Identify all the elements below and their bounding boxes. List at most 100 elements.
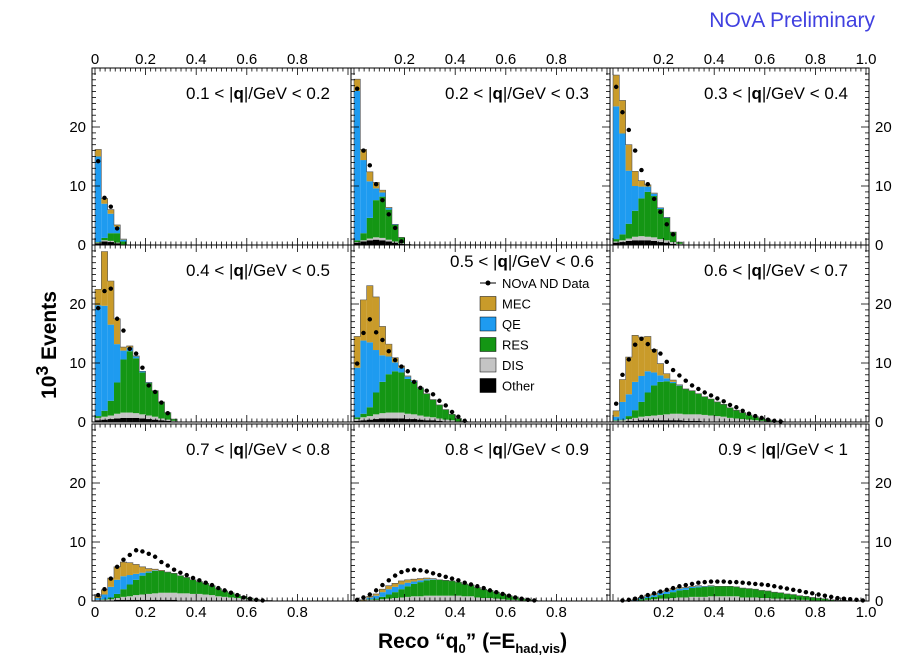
y-tick-label: 0 <box>875 237 883 254</box>
bar-dis <box>379 237 386 241</box>
data-point <box>613 84 619 90</box>
bar-qe <box>669 381 677 384</box>
bar-dis <box>796 599 803 601</box>
x-tick-label: 0.8 <box>546 604 567 621</box>
bar-res <box>410 381 418 415</box>
data-point <box>159 559 164 565</box>
data-point <box>102 288 107 294</box>
bar-dis <box>410 414 418 420</box>
bar-res <box>391 592 399 599</box>
data-point <box>468 582 474 587</box>
bar-res <box>752 416 759 421</box>
bar-dis <box>695 596 702 601</box>
bar-res <box>164 572 171 593</box>
x-tick-label: 0.6 <box>495 604 516 621</box>
bar-mec <box>101 251 108 306</box>
bar-res <box>398 589 405 598</box>
bar-res <box>417 582 424 597</box>
bar-dis <box>429 417 437 421</box>
bar-res <box>151 390 159 417</box>
x-tick-label: 0.6 <box>236 604 257 621</box>
bar-qe <box>120 350 127 360</box>
data-point <box>475 584 480 589</box>
legend-data-marker <box>485 280 491 286</box>
y-axis-title: 103 Events <box>32 291 61 399</box>
bar-res <box>158 401 165 419</box>
panel-7: 0 10 20 0 0.2 0.4 0.6 0.8 0.7 < |q|/GeV < 0.8 <box>69 423 352 621</box>
bar-dis <box>107 240 114 243</box>
bar-dis <box>739 597 746 601</box>
data-point <box>235 592 240 598</box>
data-point <box>114 316 120 321</box>
bar-dis <box>95 242 102 244</box>
bar-dis <box>398 412 405 419</box>
bar-other <box>657 420 664 422</box>
bar-dis <box>215 596 222 601</box>
bar-dis <box>676 243 683 245</box>
bar-res <box>493 592 500 599</box>
data-point <box>95 305 101 311</box>
data-point <box>860 598 866 603</box>
bar-dis <box>189 593 197 601</box>
data-point <box>152 554 158 559</box>
bar-dis <box>650 415 658 421</box>
bar-res <box>442 409 449 420</box>
bar-qe <box>619 401 626 420</box>
bar-mec <box>101 589 108 595</box>
bar-dis <box>385 412 392 419</box>
bar-res <box>379 381 386 414</box>
x-tick-label: 0.2 <box>394 51 415 68</box>
data-point <box>146 551 151 556</box>
bar-qe <box>676 588 683 591</box>
bar-res <box>657 209 664 240</box>
bar-res <box>707 586 715 597</box>
bar-res <box>631 410 639 418</box>
x-tick-label: 0.4 <box>186 51 207 68</box>
data-point <box>171 567 177 572</box>
bar-dis <box>790 599 797 601</box>
data-point <box>651 591 657 596</box>
bar-other <box>95 420 102 422</box>
bar-res <box>366 407 373 417</box>
data-point <box>399 239 404 244</box>
bar-res <box>474 587 481 598</box>
bar-res <box>676 590 683 598</box>
data-point <box>102 587 107 592</box>
bar-qe <box>423 579 430 581</box>
bar-res <box>644 392 651 417</box>
bar-dis <box>714 416 721 422</box>
data-point <box>519 596 524 601</box>
data-point <box>620 110 625 115</box>
data-point <box>367 592 373 597</box>
bar-other <box>132 417 140 422</box>
stack-outline <box>353 285 469 422</box>
legend-label: NOvA ND Data <box>502 276 590 291</box>
bar-res <box>638 401 645 417</box>
data-point <box>772 584 777 589</box>
bar-res <box>619 419 626 421</box>
bar-mec <box>366 285 373 343</box>
data-point <box>481 585 486 591</box>
bar-res <box>354 240 361 243</box>
bar-res <box>120 241 127 245</box>
bar-res <box>139 372 146 415</box>
bar-qe <box>145 571 152 573</box>
x-tick-label: 1.0 <box>856 51 877 68</box>
bar-mec <box>354 336 361 368</box>
bar-other <box>669 243 677 245</box>
bar-other <box>379 418 386 422</box>
bar-res <box>170 419 178 421</box>
bar-dis <box>802 599 810 601</box>
bar-dis <box>202 594 209 601</box>
bar-qe <box>391 586 399 593</box>
bar-res <box>215 588 222 597</box>
bar-qe <box>638 375 645 402</box>
bar-res <box>410 583 418 597</box>
bar-other <box>360 420 367 422</box>
bar-qe <box>429 579 437 580</box>
bar-dis <box>101 416 108 420</box>
bar-res <box>139 575 146 595</box>
bar-dis <box>745 419 753 422</box>
bar-dis <box>758 598 765 601</box>
data-point <box>632 148 638 153</box>
